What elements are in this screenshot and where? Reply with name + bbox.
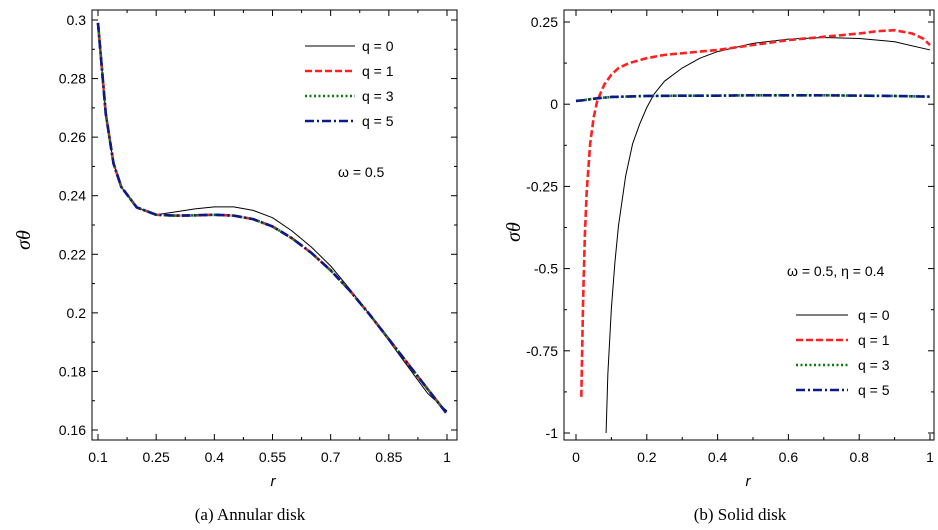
- axis-ticks-b: 0 0.2 0.4 0.6 0.8 1 -1 -0.75 -0.5 -0.25 0 0.25: [526, 10, 934, 465]
- x-tick-label: 0.25: [143, 449, 170, 465]
- series-line-b-q5: [575, 94, 931, 103]
- series-line-b-q3: [575, 94, 931, 103]
- x-tick-label: 0: [572, 449, 580, 465]
- legend-label: q = 0: [858, 307, 890, 323]
- y-tick-label: 0.28: [59, 71, 86, 87]
- plot-frame-a: [91, 9, 458, 441]
- y-tick-label: 0.18: [59, 363, 86, 379]
- y-tick-label: 0.3: [67, 12, 87, 28]
- x-tick-label: 0.6: [779, 449, 799, 465]
- legend-label: q = 5: [362, 113, 394, 129]
- x-tick-label: 0.2: [637, 449, 657, 465]
- y-tick-label: -0.25: [526, 178, 558, 194]
- legend-label: q = 3: [362, 88, 394, 104]
- series-line-b-q1: [580, 28, 931, 397]
- y-axis-label-a: σθ: [13, 230, 35, 250]
- y-tick-label: -0.5: [534, 261, 558, 277]
- legend-b: q = 0 q = 1 q = 3 q = 5: [796, 307, 890, 398]
- caption-a: (a) Annular disk: [195, 505, 306, 524]
- y-tick-label: 0: [550, 96, 558, 112]
- x-tick-label: 0.85: [375, 449, 402, 465]
- chart-panel-solid: 0 0.2 0.4 0.6 0.8 1 -1 -0.75 -0.5 -0.25 0 0.25 q = …: [503, 9, 935, 524]
- y-tick-label: 0.25: [531, 14, 558, 30]
- annotation-b: ω = 0.5, η = 0.4: [787, 263, 885, 279]
- series-group-b: [575, 28, 931, 434]
- y-tick-label: 0.16: [59, 422, 86, 438]
- legend-label: q = 5: [858, 382, 890, 398]
- y-axis-label-b: σθ: [503, 222, 525, 242]
- series-group-a: [96, 22, 449, 415]
- plot-frame-b: [563, 9, 935, 441]
- y-tick-label: 0.22: [59, 246, 86, 262]
- x-tick-label: 0.4: [708, 449, 728, 465]
- x-tick-label: 1: [926, 449, 934, 465]
- x-tick-label: 1: [443, 449, 451, 465]
- series-line-a-q3: [96, 22, 449, 415]
- y-tick-label: 0.26: [59, 129, 86, 145]
- x-tick-label: 0.8: [849, 449, 869, 465]
- x-tick-label: 0.7: [321, 449, 341, 465]
- caption-b: (b) Solid disk: [694, 505, 787, 524]
- annotation-a: ω = 0.5: [338, 164, 385, 180]
- x-axis-label-a: r: [271, 473, 277, 490]
- x-tick-label: 0.55: [259, 449, 286, 465]
- y-tick-label: -0.75: [526, 343, 558, 359]
- y-tick-label: -1: [546, 425, 559, 441]
- legend-a: q = 0 q = 1 q = 3 q = 5: [305, 38, 394, 129]
- y-tick-label: 0.24: [59, 188, 86, 204]
- x-axis-label-b: r: [746, 473, 752, 490]
- series-line-b-q0: [605, 36, 931, 434]
- series-line-a-q0: [97, 22, 448, 412]
- legend-label: q = 0: [362, 38, 394, 54]
- chart-panel-annular: 0.1 0.25 0.4 0.55 0.7 0.85 1 0.16 0.18 0.2 0.22 0.2…: [13, 9, 458, 524]
- series-line-a-q5: [96, 22, 449, 415]
- legend-label: q = 3: [858, 357, 890, 373]
- y-tick-label: 0.2: [67, 305, 87, 321]
- x-tick-label: 0.4: [205, 449, 225, 465]
- series-line-a-q1: [96, 22, 449, 415]
- axis-ticks-a: 0.1 0.25 0.4 0.55 0.7 0.85 1 0.16 0.18 0.2 0.22 0.2…: [59, 10, 457, 465]
- legend-label: q = 1: [858, 332, 890, 348]
- legend-label: q = 1: [362, 63, 394, 79]
- x-tick-label: 0.1: [88, 449, 108, 465]
